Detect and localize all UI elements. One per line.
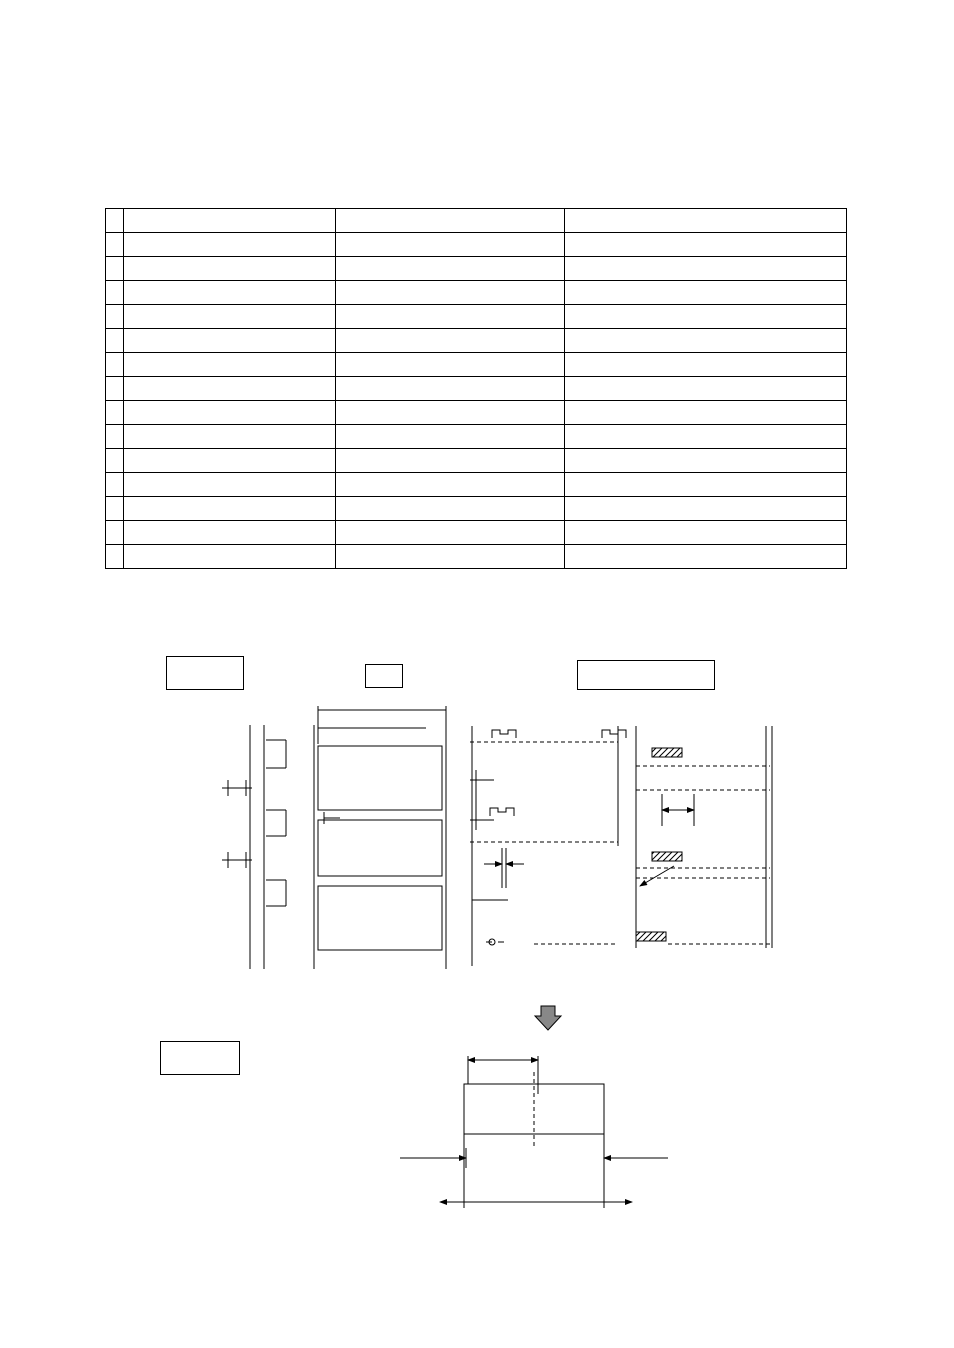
table-cell bbox=[565, 209, 847, 233]
table-row bbox=[106, 521, 847, 545]
table-cell bbox=[565, 401, 847, 425]
diagram-overlay bbox=[0, 0, 954, 1348]
table-cell bbox=[335, 425, 565, 449]
label-box-1 bbox=[166, 656, 244, 690]
label-box-2 bbox=[365, 664, 403, 688]
table-row bbox=[106, 425, 847, 449]
table-cell bbox=[123, 305, 335, 329]
table-cell bbox=[106, 353, 124, 377]
table-cell bbox=[106, 233, 124, 257]
data-table bbox=[105, 208, 847, 569]
table-cell bbox=[106, 257, 124, 281]
table-cell bbox=[123, 521, 335, 545]
label-box-3 bbox=[577, 660, 715, 690]
table-cell bbox=[123, 377, 335, 401]
table-cell bbox=[106, 329, 124, 353]
table-cell bbox=[335, 473, 565, 497]
table-cell bbox=[123, 281, 335, 305]
table-cell bbox=[565, 545, 847, 569]
table-cell bbox=[106, 545, 124, 569]
table-cell bbox=[335, 401, 565, 425]
table-row bbox=[106, 449, 847, 473]
table-cell bbox=[123, 449, 335, 473]
table-cell bbox=[335, 521, 565, 545]
table-row bbox=[106, 281, 847, 305]
table-cell bbox=[565, 425, 847, 449]
table-cell bbox=[335, 281, 565, 305]
table-cell bbox=[565, 473, 847, 497]
table-row bbox=[106, 497, 847, 521]
table-row bbox=[106, 329, 847, 353]
table-row bbox=[106, 257, 847, 281]
table-cell bbox=[106, 497, 124, 521]
table-cell bbox=[123, 497, 335, 521]
table-cell bbox=[123, 353, 335, 377]
table-cell bbox=[106, 281, 124, 305]
table-cell bbox=[565, 521, 847, 545]
table-cell bbox=[565, 305, 847, 329]
table-row bbox=[106, 545, 847, 569]
table-cell bbox=[106, 521, 124, 545]
table bbox=[105, 208, 847, 569]
table-cell bbox=[106, 377, 124, 401]
table-cell bbox=[106, 401, 124, 425]
table-cell bbox=[123, 473, 335, 497]
table-cell bbox=[565, 353, 847, 377]
table-cell bbox=[565, 281, 847, 305]
table-cell bbox=[123, 257, 335, 281]
table-cell bbox=[106, 473, 124, 497]
table-row bbox=[106, 473, 847, 497]
table-cell bbox=[123, 401, 335, 425]
table-cell bbox=[335, 449, 565, 473]
table-cell bbox=[565, 257, 847, 281]
table-cell bbox=[335, 545, 565, 569]
table-cell bbox=[335, 257, 565, 281]
table-row bbox=[106, 209, 847, 233]
table-cell bbox=[106, 425, 124, 449]
table-row bbox=[106, 233, 847, 257]
table-cell bbox=[123, 545, 335, 569]
table-row bbox=[106, 353, 847, 377]
table-cell bbox=[335, 209, 565, 233]
table-cell bbox=[565, 497, 847, 521]
table-row bbox=[106, 305, 847, 329]
table-cell bbox=[335, 353, 565, 377]
table-cell bbox=[335, 497, 565, 521]
table-cell bbox=[335, 233, 565, 257]
table-cell bbox=[335, 305, 565, 329]
table-cell bbox=[123, 233, 335, 257]
table-cell bbox=[335, 377, 565, 401]
table-cell bbox=[335, 329, 565, 353]
table-cell bbox=[106, 449, 124, 473]
table-cell bbox=[565, 449, 847, 473]
table-cell bbox=[565, 377, 847, 401]
table-cell bbox=[123, 425, 335, 449]
table-row bbox=[106, 377, 847, 401]
table-cell bbox=[565, 329, 847, 353]
table-cell bbox=[565, 233, 847, 257]
table-cell bbox=[106, 305, 124, 329]
table-row bbox=[106, 401, 847, 425]
table-cell bbox=[106, 209, 124, 233]
table-cell bbox=[123, 209, 335, 233]
label-box-4 bbox=[160, 1041, 240, 1075]
table-cell bbox=[123, 329, 335, 353]
